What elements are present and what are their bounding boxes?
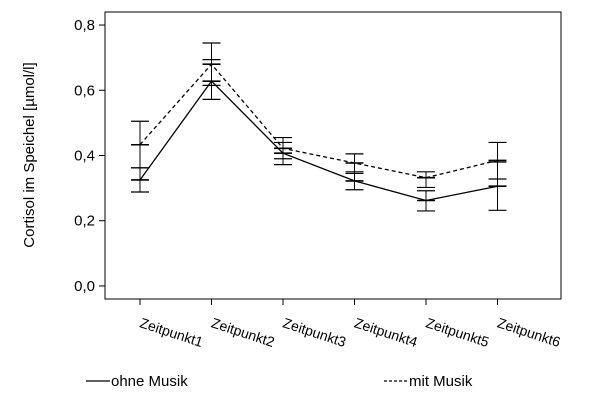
error-bar-1-1 bbox=[202, 42, 221, 86]
series-line-0 bbox=[139, 80, 498, 202]
legend-label-0: ohne Musik bbox=[111, 373, 188, 390]
x-axis: Zeitpunkt1 Zeitpunkt2 Zeitpunkt3 Zeitpunkt4… bbox=[138, 299, 563, 350]
error-bar-1-2 bbox=[274, 136, 292, 160]
y-tick-label-4: 0,8 bbox=[74, 17, 95, 34]
y-axis: 0,0 0,2 0,4 0,6 0,8 bbox=[74, 17, 105, 295]
x-tick-label-0: Zeitpunkt1 bbox=[138, 315, 205, 350]
y-tick-label-2: 0,4 bbox=[74, 148, 95, 165]
x-tick-label-2: Zeitpunkt3 bbox=[281, 315, 348, 350]
error-bar-1-3 bbox=[345, 153, 364, 175]
plot-area-frame bbox=[104, 11, 562, 300]
error-bar-1-5 bbox=[488, 141, 507, 180]
x-tick-label-5: Zeitpunkt6 bbox=[495, 315, 562, 350]
error-bar-1-0 bbox=[131, 120, 149, 169]
y-axis-label: Cortisol im Speichel [µmol/l] bbox=[21, 62, 38, 247]
y-tick-label-0: 0,0 bbox=[74, 278, 95, 295]
x-tick-label-3: Zeitpunkt4 bbox=[352, 315, 419, 350]
series-layer bbox=[131, 42, 507, 212]
error-bar-0-3 bbox=[345, 171, 364, 191]
error-bar-1-4 bbox=[417, 171, 435, 189]
x-tick-label-1: Zeitpunkt2 bbox=[209, 315, 276, 350]
x-tick-label-4: Zeitpunkt5 bbox=[424, 315, 491, 350]
legend: ohne Musik mit Musik bbox=[86, 373, 473, 390]
series-line-1 bbox=[139, 63, 498, 179]
y-tick-label-3: 0,6 bbox=[74, 82, 95, 99]
error-bar-0-4 bbox=[417, 190, 435, 212]
y-tick-label-1: 0,2 bbox=[74, 213, 95, 230]
legend-label-1: mit Musik bbox=[409, 373, 473, 390]
